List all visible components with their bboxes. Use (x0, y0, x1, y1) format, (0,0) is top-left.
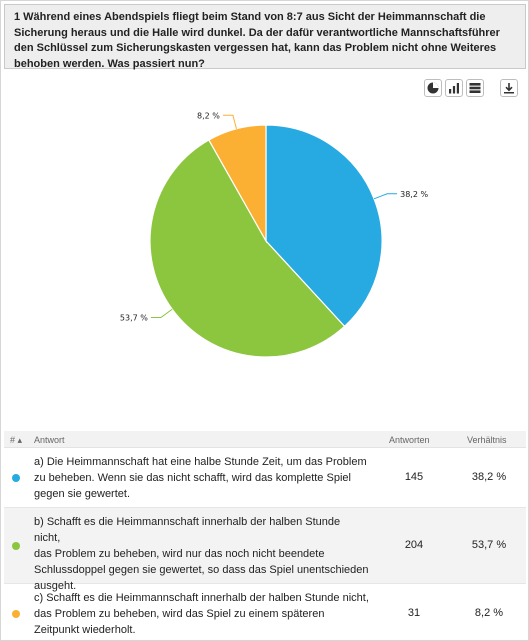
bar-chart-icon (449, 83, 459, 94)
table-header: # ▴ Antwort Antworten Verhältnis (4, 431, 526, 448)
question-text: 1 Während eines Abendspiels fliegt beim … (14, 11, 500, 70)
legend-dot (12, 474, 20, 482)
download-button[interactable] (500, 79, 518, 97)
answer-text: b) Schafft es die Heimmannschaft innerha… (34, 514, 369, 594)
pie-chart-button[interactable] (424, 79, 442, 97)
answer-text: a) Die Heimmannschaft hat eine halbe Stu… (34, 454, 369, 502)
answer-line: a) Die Heimmannschaft hat eine halbe Stu… (34, 456, 367, 468)
data-label-slice-c: 8,2 % (197, 111, 220, 120)
results-table: # ▴ Antwort Antworten Verhältnis a) Die … (4, 431, 526, 641)
table-body: a) Die Heimmannschaft hat eine halbe Stu… (4, 448, 526, 641)
data-label-slice-b: 53,7 % (120, 314, 148, 323)
leader-line-slice-c (222, 114, 237, 129)
header-index[interactable]: # ▴ (10, 435, 23, 445)
answer-line: ausgeht. (34, 580, 77, 592)
header-count[interactable]: Antworten (389, 435, 430, 445)
legend-dot (12, 610, 20, 618)
bar-chart-button[interactable] (445, 79, 463, 97)
table-row-a[interactable]: a) Die Heimmannschaft hat eine halbe Stu… (4, 448, 526, 508)
answer-ratio: 53,7 % (471, 539, 507, 551)
table-row-b[interactable]: b) Schafft es die Heimmannschaft innerha… (4, 508, 526, 592)
answer-ratio: 38,2 % (471, 471, 507, 483)
header-answer[interactable]: Antwort (34, 435, 65, 445)
leader-line-slice-a (373, 193, 398, 200)
answer-ratio: 8,2 % (474, 607, 504, 619)
answer-line: zu beheben. Wenn sie das nicht schafft, … (34, 472, 351, 484)
table-icon (469, 83, 481, 93)
pie-chart: 38,2 % 53,7 % 8,2 % (120, 111, 428, 358)
answer-line: gegen sie gewertet. (34, 488, 131, 500)
answer-line: das Problem zu beheben, wird nur das noc… (34, 548, 325, 560)
answer-count: 204 (404, 539, 424, 551)
answer-text: c) Schafft es die Heimmannschaft innerha… (34, 590, 369, 638)
answer-count: 31 (407, 607, 421, 619)
question-header: 1 Während eines Abendspiels fliegt beim … (4, 4, 526, 70)
answer-line: Zeitpunkt wiederholt. (34, 624, 136, 636)
answer-count: 145 (404, 471, 424, 483)
table-view-button[interactable] (466, 79, 484, 97)
answer-line: das Problem zu beheben, wird das Spiel z… (34, 608, 325, 620)
pie-slice-c[interactable] (208, 124, 267, 244)
pie-chart-icon (427, 82, 439, 94)
answer-line: b) Schafft es die Heimmannschaft innerha… (34, 516, 341, 544)
pie-slice-a[interactable] (265, 124, 383, 328)
answer-line: c) Schafft es die Heimmannschaft innerha… (34, 592, 369, 604)
data-label-slice-a: 38,2 % (400, 190, 428, 199)
legend-dot (12, 542, 20, 550)
table-row-c[interactable]: c) Schafft es die Heimmannschaft innerha… (4, 584, 526, 641)
leader-line-slice-b (150, 308, 173, 319)
header-ratio[interactable]: Verhältnis (467, 435, 507, 445)
download-icon (504, 83, 514, 94)
answer-line: Schlussdoppel gegen sie gewertet, so das… (34, 564, 369, 576)
